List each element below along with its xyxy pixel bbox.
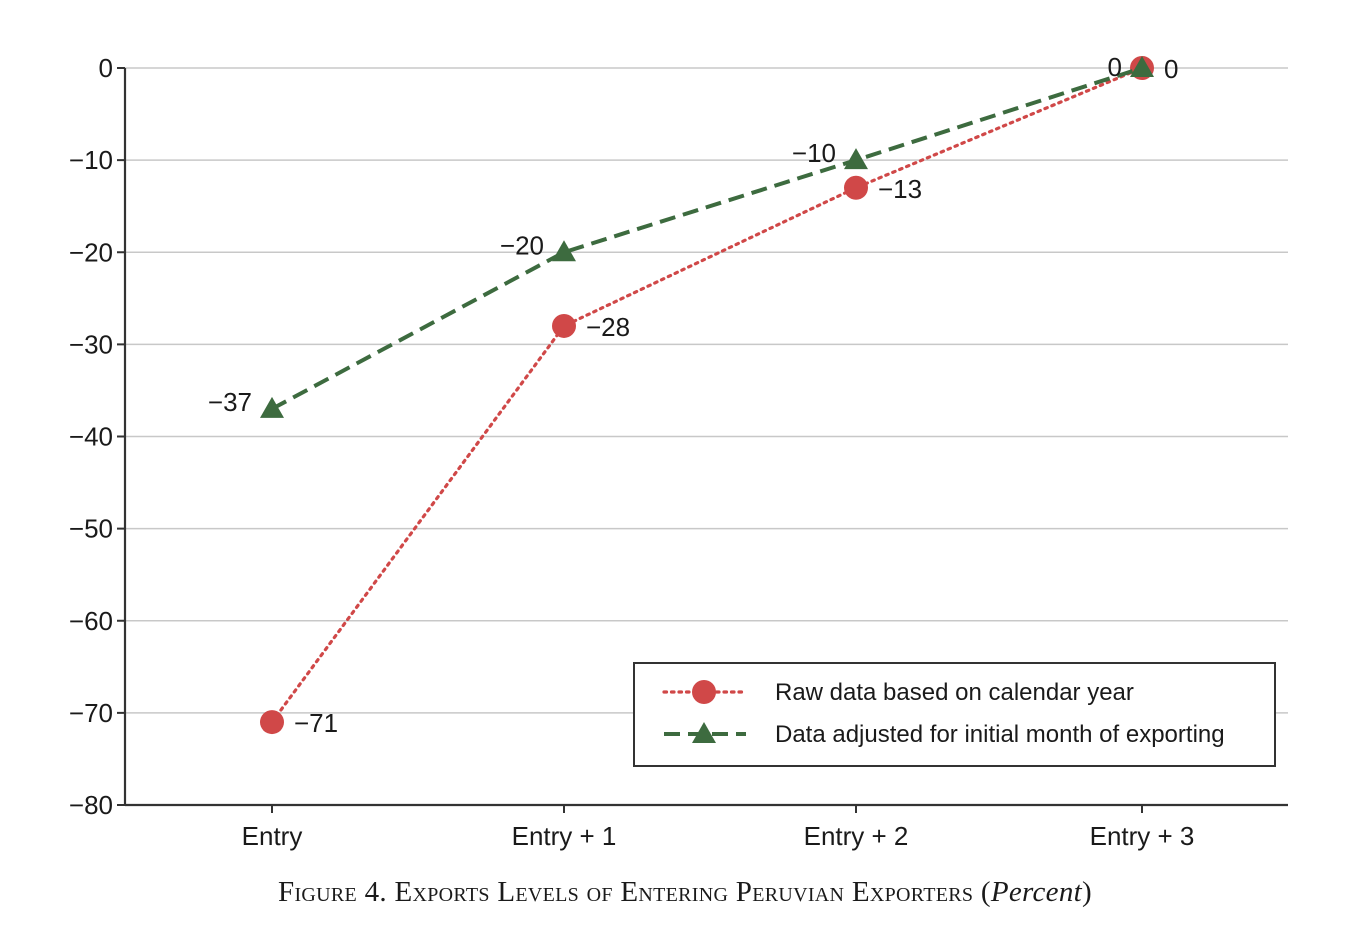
x-tick-label: Entry + 3 <box>1090 821 1195 851</box>
series-line-1 <box>271 66 1143 411</box>
y-tick-label: 0 <box>99 53 113 83</box>
data-point-circle <box>844 175 868 200</box>
y-tick-label: −30 <box>69 329 113 359</box>
x-tick-label: Entry + 2 <box>804 821 909 851</box>
gridlines <box>125 67 1288 714</box>
data-labels: −71 −28 −13 0 −37 −20 −10 0 <box>208 52 1179 738</box>
caption-italic: Percent <box>990 876 1083 908</box>
data-point-triangle <box>260 396 284 418</box>
caption-suffix: ) <box>1082 876 1092 908</box>
legend: Raw data based on calendar year Data adju… <box>633 662 1276 767</box>
data-label-adjusted: −20 <box>500 230 544 260</box>
y-tick-label: −10 <box>69 145 113 175</box>
data-label-raw: 0 <box>1164 54 1178 84</box>
data-point-triangle <box>552 240 576 262</box>
data-point-circle <box>260 710 284 735</box>
series-line-0 <box>270 66 1144 724</box>
y-tick-label: −40 <box>69 422 113 452</box>
legend-box <box>633 662 1276 767</box>
x-tick-label: Entry <box>242 821 303 851</box>
legend-label-1: Data adjusted for initial month of expor… <box>775 721 1225 748</box>
data-point-triangle <box>844 148 868 170</box>
data-point-triangle <box>1130 56 1154 77</box>
y-tick-label: −70 <box>69 698 113 728</box>
y-tick-label: −20 <box>69 237 113 267</box>
data-label-raw: −71 <box>294 708 338 738</box>
figure-caption: Figure 4. Exports Levels of Entering Per… <box>0 876 1370 909</box>
caption-prefix: Figure 4. Exports Levels of Entering Per… <box>278 876 991 908</box>
data-label-raw: −13 <box>878 174 922 204</box>
series-group <box>260 56 1154 735</box>
data-label-adjusted: 0 <box>1108 52 1122 82</box>
y-tick-label: −50 <box>69 514 113 544</box>
data-point-circle <box>552 313 576 338</box>
legend-label-0: Raw data based on calendar year <box>775 679 1134 706</box>
y-tick-label: −60 <box>69 606 113 636</box>
legend-triangle-icon <box>692 722 716 743</box>
axes: 0 −10 −20 −30 −40 −50 −60 −70 −80 Entry Entry + 1 E… <box>69 53 1288 851</box>
data-label-adjusted: −10 <box>792 138 836 168</box>
exports-line-chart: 0 −10 −20 −30 −40 −50 −60 −70 −80 Entry Entry + 1 E… <box>69 52 1288 851</box>
y-tick-label: −80 <box>69 790 113 820</box>
data-label-adjusted: −37 <box>208 387 252 417</box>
x-tick-label: Entry + 1 <box>512 821 617 851</box>
legend-circle-icon <box>692 680 716 704</box>
data-label-raw: −28 <box>586 312 630 342</box>
